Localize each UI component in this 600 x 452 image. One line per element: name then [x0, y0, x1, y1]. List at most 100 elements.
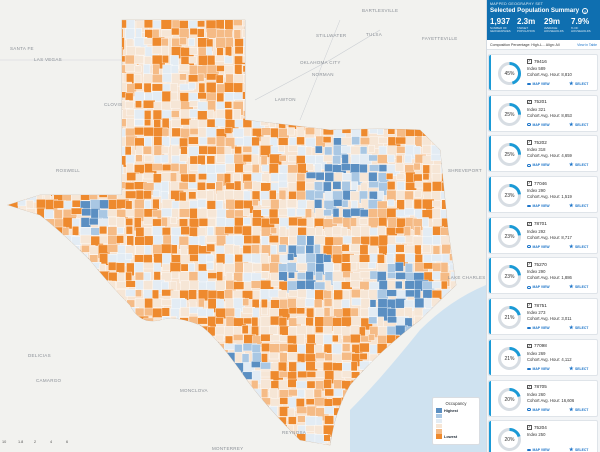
county-tile — [107, 226, 118, 237]
county-tile — [332, 20, 346, 31]
county-tile — [242, 389, 255, 397]
county-tile — [440, 91, 450, 103]
geography-card[interactable]: 20% ✓ 75204 Index 250 MAP VIEW ★ SELECT — [488, 420, 598, 452]
sort-select[interactable]: Composition Percentage: High-L... Align:… — [490, 43, 577, 47]
select-button[interactable]: ★ SELECT — [569, 366, 588, 371]
geography-card[interactable]: 25% ✓ 75201 Index 321 Cohort Avg. Hour: … — [488, 94, 598, 132]
county-tile — [144, 378, 154, 391]
county-tile — [188, 56, 197, 64]
county-tile — [233, 379, 246, 393]
county-tile — [89, 27, 100, 36]
map-view-button[interactable]: MAP VIEW — [527, 204, 550, 208]
county-tile — [279, 20, 289, 31]
card-checkbox[interactable]: ✓ — [527, 262, 532, 267]
county-tile — [250, 244, 260, 255]
county-tile — [386, 38, 394, 45]
select-button[interactable]: ★ SELECT — [569, 448, 588, 452]
select-button[interactable]: ★ SELECT — [569, 285, 588, 290]
geography-card[interactable]: 20% ✓ 78705 Index 260 Cohort Avg. Hour: … — [488, 379, 598, 417]
county-tile — [279, 47, 288, 60]
county-tile — [9, 307, 23, 315]
scale-label: 10 — [2, 440, 7, 444]
county-tile — [278, 101, 289, 112]
county-tile — [261, 299, 268, 309]
select-button[interactable]: ★ SELECT — [569, 82, 588, 87]
county-tile — [36, 389, 47, 401]
county-tile — [243, 425, 251, 433]
county-tile — [160, 369, 173, 381]
map-view-button[interactable]: MAP VIEW — [527, 448, 550, 452]
county-tile — [160, 154, 169, 164]
map-view-button[interactable]: MAP VIEW — [527, 245, 550, 249]
county-tile — [377, 100, 390, 112]
county-tile — [180, 307, 190, 317]
county-tile — [8, 307, 9, 321]
card-checkbox[interactable]: ✓ — [527, 425, 532, 430]
county-tile — [269, 119, 276, 128]
map-view-button[interactable]: MAP VIEW — [527, 326, 550, 330]
view-in-table-link[interactable]: View in Table — [577, 42, 597, 47]
county-tile — [377, 361, 388, 369]
county-tile — [18, 308, 32, 318]
card-checkbox[interactable]: ✓ — [527, 181, 532, 186]
choropleth-map[interactable]: SANTA FE LAS VEGAS CLOVIS ROSWELL OKLAHO… — [0, 0, 486, 452]
map-view-button[interactable]: MAP VIEW — [527, 408, 550, 412]
select-button[interactable]: ★ SELECT — [569, 122, 588, 127]
county-tile — [450, 128, 456, 138]
county-tile — [9, 252, 20, 266]
county-tile — [108, 415, 119, 429]
county-tile — [117, 316, 127, 327]
geography-card[interactable]: 45% ✓ 79416 Index 589 Cohort Avg. Hour: … — [488, 54, 598, 91]
county-tile — [225, 307, 235, 318]
county-tile — [45, 425, 59, 439]
card-checkbox[interactable]: ✓ — [527, 303, 532, 308]
map-view-button[interactable]: MAP VIEW — [527, 163, 550, 167]
card-checkbox[interactable]: ✓ — [527, 221, 532, 227]
map-view-button[interactable]: MAP VIEW — [527, 123, 550, 127]
geography-card[interactable]: 23% ✓ 75270 Index 290 Cohort Avg. Hour: … — [488, 257, 598, 295]
card-checkbox[interactable]: ✓ — [527, 59, 532, 64]
county-tile — [153, 271, 161, 281]
county-tile — [18, 226, 31, 235]
county-tile — [224, 101, 233, 109]
county-tile — [242, 442, 255, 445]
county-tile — [17, 83, 28, 92]
card-checkbox[interactable]: ✓ — [527, 140, 532, 145]
county-tile — [17, 163, 32, 178]
percent-text: 20% — [504, 397, 515, 403]
geography-card[interactable]: 25% ✓ 75202 Index 318 Cohort Avg. Hour: … — [488, 135, 598, 173]
map-view-button[interactable]: MAP VIEW — [527, 82, 550, 86]
county-tile — [8, 325, 9, 337]
map-view-button[interactable]: MAP VIEW — [527, 367, 550, 371]
select-button[interactable]: ★ SELECT — [569, 244, 588, 249]
map-canvas[interactable] — [0, 0, 486, 452]
geography-card[interactable]: 23% ✓ 77046 Index 290 Cohort Avg. Hour: … — [488, 176, 598, 214]
county-tile — [323, 343, 332, 354]
county-tile — [242, 29, 255, 38]
geography-card[interactable]: 21% ✓ 77098 Index 269 Cohort Avg. Hour: … — [488, 338, 598, 376]
county-tile — [108, 20, 119, 30]
county-tile — [8, 154, 12, 164]
county-tile — [26, 37, 34, 46]
county-tile — [125, 361, 138, 372]
county-tile — [8, 54, 13, 65]
county-tile — [98, 353, 112, 363]
select-button[interactable]: ★ SELECT — [569, 326, 588, 331]
card-checkbox[interactable]: ✓ — [527, 99, 532, 105]
map-view-button[interactable]: MAP VIEW — [527, 285, 550, 289]
geography-card[interactable]: 21% ✓ 78751 Index 273 Cohort Avg. Hour: … — [488, 298, 598, 336]
county-tile — [125, 380, 132, 391]
select-button[interactable]: ★ SELECT — [569, 407, 588, 412]
select-button[interactable]: ★ SELECT — [569, 163, 588, 168]
county-tile — [71, 154, 83, 163]
county-tile — [224, 433, 236, 445]
county-tile — [342, 343, 351, 352]
select-button[interactable]: ★ SELECT — [569, 204, 588, 209]
card-checkbox[interactable]: ✓ — [527, 343, 532, 349]
info-icon[interactable]: i — [582, 7, 589, 14]
county-tile — [53, 397, 68, 407]
county-tile — [414, 82, 427, 93]
geography-card[interactable]: 23% ✓ 78701 Index 292 Cohort Avg. Hour: … — [488, 216, 598, 254]
county-tile — [161, 90, 172, 103]
card-checkbox[interactable]: ✓ — [527, 384, 532, 389]
